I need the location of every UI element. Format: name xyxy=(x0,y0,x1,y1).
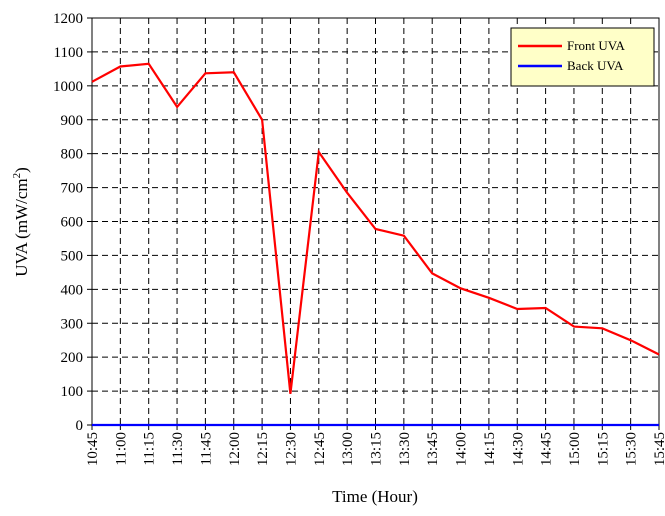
x-tick-label: 12:00 xyxy=(227,432,243,466)
x-tick-label: 11:15 xyxy=(142,432,158,466)
y-tick-label: 500 xyxy=(61,248,84,264)
grid-lines xyxy=(92,18,659,425)
y-tick-label: 700 xyxy=(61,181,84,197)
x-tick-label: 13:30 xyxy=(397,432,413,466)
x-tick-label: 11:45 xyxy=(198,432,214,466)
x-tick-label: 15:30 xyxy=(624,432,640,466)
x-tick-label: 13:15 xyxy=(369,432,385,466)
x-tick-label: 11:00 xyxy=(113,432,129,466)
x-tick-label: 10:45 xyxy=(85,432,101,466)
y-tick-labels: 0 100 200 300 400 500 600 700 800 900 1000 1100 1200 xyxy=(53,11,92,434)
x-tick-label: 11:30 xyxy=(170,432,186,466)
series-line-front-uva xyxy=(91,62,660,394)
legend: Front UVA Back UVA xyxy=(510,27,655,87)
x-tick-label: 12:30 xyxy=(283,432,299,466)
y-tick-label: 800 xyxy=(61,147,84,163)
x-tick-label: 15:00 xyxy=(567,432,583,466)
y-tick-label: 200 xyxy=(61,350,84,366)
x-tick-label: 14:15 xyxy=(482,432,498,466)
y-axis-label-close: ) xyxy=(12,167,31,173)
legend-label-front-uva: Front UVA xyxy=(567,38,626,53)
y-axis-label-main: UVA (mW/cm xyxy=(12,178,31,276)
legend-label-back-uva: Back UVA xyxy=(567,58,624,73)
x-axis-label: Time (Hour) xyxy=(332,487,418,506)
y-tick-label: 400 xyxy=(61,282,84,298)
y-tick-label: 300 xyxy=(61,316,84,332)
x-tick-label: 15:45 xyxy=(652,432,665,466)
y-tick-label: 1100 xyxy=(54,45,83,61)
y-tick-label: 600 xyxy=(61,215,84,231)
y-axis-label: UVA (mW/cm2) xyxy=(11,167,31,277)
y-axis-label-superscript: 2 xyxy=(11,173,23,179)
x-tick-label: 13:45 xyxy=(425,432,441,466)
y-tick-label: 1200 xyxy=(53,11,83,27)
x-tick-label: 13:00 xyxy=(340,432,356,466)
legend-box xyxy=(510,27,655,87)
x-tick-label: 12:45 xyxy=(312,432,328,466)
x-tick-label: 14:00 xyxy=(454,432,470,466)
y-tick-label: 100 xyxy=(61,384,84,400)
y-tick-label: 0 xyxy=(76,418,84,434)
series-lines xyxy=(91,62,660,427)
y-tick-label: 900 xyxy=(61,113,84,129)
x-tick-label: 15:15 xyxy=(595,432,611,466)
x-tick-label: 14:30 xyxy=(510,432,526,466)
x-tick-label: 12:15 xyxy=(255,432,271,466)
x-tick-labels: 10:45 11:00 11:15 11:30 11:45 12:00 12:15 12:30… xyxy=(85,425,665,466)
y-tick-label: 1000 xyxy=(53,79,83,95)
x-tick-label: 14:45 xyxy=(539,432,555,466)
